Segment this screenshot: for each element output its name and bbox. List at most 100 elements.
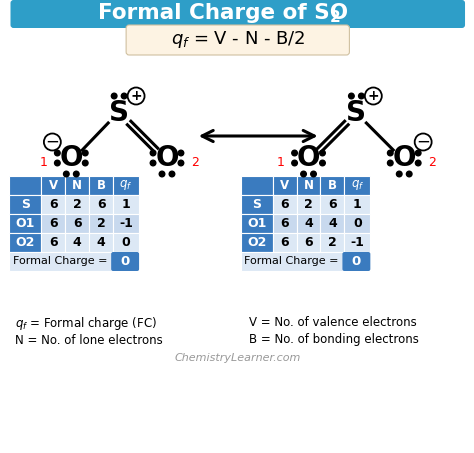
FancyBboxPatch shape xyxy=(65,176,89,195)
FancyBboxPatch shape xyxy=(297,214,320,233)
Circle shape xyxy=(150,150,156,156)
Circle shape xyxy=(319,160,325,166)
FancyBboxPatch shape xyxy=(273,195,297,214)
FancyBboxPatch shape xyxy=(111,252,139,271)
FancyBboxPatch shape xyxy=(113,214,139,233)
FancyBboxPatch shape xyxy=(345,214,370,233)
Circle shape xyxy=(111,93,117,99)
FancyBboxPatch shape xyxy=(113,233,139,252)
FancyBboxPatch shape xyxy=(273,176,297,195)
FancyBboxPatch shape xyxy=(41,233,65,252)
Text: −: − xyxy=(416,133,430,151)
FancyBboxPatch shape xyxy=(297,195,320,214)
Text: 6: 6 xyxy=(97,198,106,211)
Text: 6: 6 xyxy=(280,217,289,230)
Text: $q_f$ = Formal charge (FC): $q_f$ = Formal charge (FC) xyxy=(16,314,157,332)
Text: 1: 1 xyxy=(122,198,130,211)
FancyBboxPatch shape xyxy=(320,233,345,252)
Text: 4: 4 xyxy=(304,217,313,230)
Text: 6: 6 xyxy=(280,198,289,211)
Text: 1: 1 xyxy=(39,155,47,169)
FancyBboxPatch shape xyxy=(241,214,273,233)
Text: S: S xyxy=(21,198,30,211)
Text: V: V xyxy=(49,179,58,192)
Text: S: S xyxy=(109,99,129,127)
FancyBboxPatch shape xyxy=(89,176,113,195)
Circle shape xyxy=(387,160,393,166)
Text: N = No. of lone electrons: N = No. of lone electrons xyxy=(16,333,163,347)
FancyBboxPatch shape xyxy=(41,176,65,195)
FancyBboxPatch shape xyxy=(345,195,370,214)
Text: 6: 6 xyxy=(49,236,58,249)
Text: B = No. of bonding electrons: B = No. of bonding electrons xyxy=(249,333,419,347)
Text: ChemistryLearner.com: ChemistryLearner.com xyxy=(174,353,301,363)
Text: 2: 2 xyxy=(428,155,436,169)
Circle shape xyxy=(387,150,393,156)
Text: O2: O2 xyxy=(247,236,266,249)
Text: 1: 1 xyxy=(353,198,362,211)
Text: 4: 4 xyxy=(328,217,337,230)
FancyBboxPatch shape xyxy=(126,25,349,55)
Circle shape xyxy=(82,160,88,166)
Text: 0: 0 xyxy=(120,255,130,268)
Text: O: O xyxy=(392,144,416,172)
Text: Formal Charge of SO: Formal Charge of SO xyxy=(98,3,348,23)
FancyBboxPatch shape xyxy=(320,176,345,195)
FancyBboxPatch shape xyxy=(65,195,89,214)
Text: S: S xyxy=(346,99,366,127)
Text: 2: 2 xyxy=(304,198,313,211)
Text: 4: 4 xyxy=(73,236,82,249)
Circle shape xyxy=(348,93,354,99)
Text: B: B xyxy=(97,179,106,192)
Circle shape xyxy=(406,171,412,177)
Circle shape xyxy=(358,93,364,99)
FancyBboxPatch shape xyxy=(41,195,65,214)
Text: 2: 2 xyxy=(330,10,341,24)
Text: 6: 6 xyxy=(280,236,289,249)
Text: 2: 2 xyxy=(73,198,82,211)
Text: 6: 6 xyxy=(73,217,82,230)
FancyBboxPatch shape xyxy=(241,252,370,271)
FancyBboxPatch shape xyxy=(9,233,41,252)
Circle shape xyxy=(396,171,402,177)
Text: O2: O2 xyxy=(16,236,35,249)
Text: +: + xyxy=(130,89,142,103)
Circle shape xyxy=(73,171,79,177)
Circle shape xyxy=(82,150,88,156)
Text: −: − xyxy=(46,133,59,151)
FancyBboxPatch shape xyxy=(10,0,465,28)
FancyBboxPatch shape xyxy=(273,214,297,233)
Circle shape xyxy=(169,171,175,177)
Text: O: O xyxy=(297,144,320,172)
Circle shape xyxy=(319,150,325,156)
Text: 2: 2 xyxy=(191,155,199,169)
Circle shape xyxy=(178,160,184,166)
Text: $q_f$ = V - N - B/2: $q_f$ = V - N - B/2 xyxy=(171,29,305,50)
Text: O1: O1 xyxy=(16,217,35,230)
Text: O1: O1 xyxy=(247,217,266,230)
Text: 6: 6 xyxy=(49,198,58,211)
Circle shape xyxy=(301,171,306,177)
FancyBboxPatch shape xyxy=(65,233,89,252)
Text: 0: 0 xyxy=(352,255,361,268)
Text: -1: -1 xyxy=(119,217,133,230)
Text: O: O xyxy=(60,144,83,172)
Circle shape xyxy=(415,150,421,156)
Text: N: N xyxy=(72,179,82,192)
FancyBboxPatch shape xyxy=(9,214,41,233)
Text: V = No. of valence electrons: V = No. of valence electrons xyxy=(249,317,417,329)
Text: 1: 1 xyxy=(277,155,284,169)
FancyBboxPatch shape xyxy=(89,195,113,214)
Circle shape xyxy=(55,150,60,156)
Text: 6: 6 xyxy=(328,198,337,211)
Circle shape xyxy=(415,160,421,166)
Text: 0: 0 xyxy=(122,236,130,249)
FancyBboxPatch shape xyxy=(9,252,139,271)
FancyBboxPatch shape xyxy=(345,176,370,195)
Circle shape xyxy=(55,160,60,166)
Text: $q_f$: $q_f$ xyxy=(351,178,364,193)
FancyBboxPatch shape xyxy=(113,176,139,195)
FancyBboxPatch shape xyxy=(241,195,273,214)
FancyBboxPatch shape xyxy=(41,214,65,233)
Text: B: B xyxy=(328,179,337,192)
